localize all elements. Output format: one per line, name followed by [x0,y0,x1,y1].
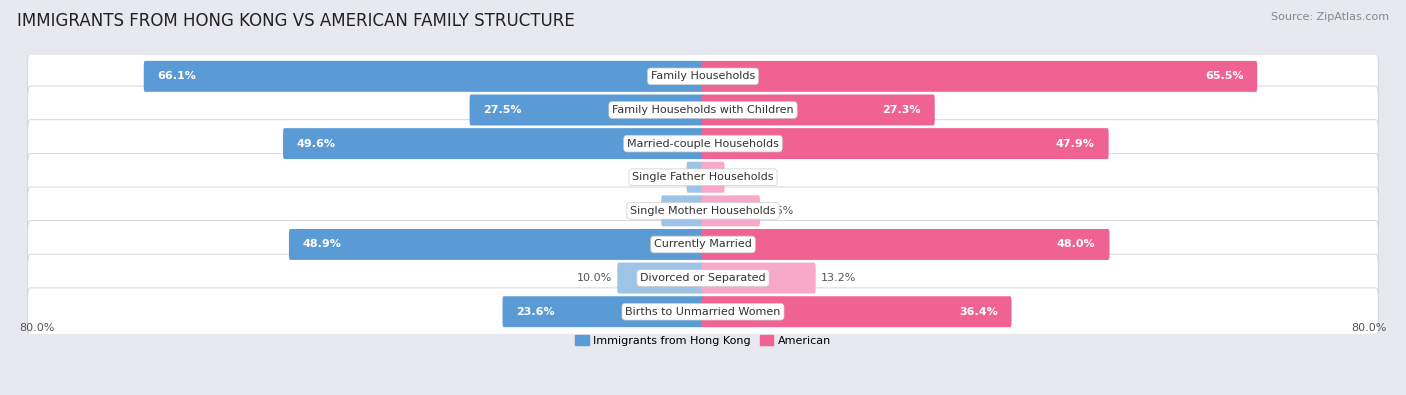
Text: 23.6%: 23.6% [516,307,555,317]
Text: 2.4%: 2.4% [730,172,758,182]
FancyBboxPatch shape [617,263,704,293]
Text: 1.8%: 1.8% [652,172,681,182]
Text: Births to Unmarried Women: Births to Unmarried Women [626,307,780,317]
Text: Single Mother Households: Single Mother Households [630,206,776,216]
FancyBboxPatch shape [283,128,704,159]
FancyBboxPatch shape [28,86,1378,134]
Text: 6.6%: 6.6% [765,206,794,216]
Text: 27.5%: 27.5% [484,105,522,115]
Text: 80.0%: 80.0% [20,323,55,333]
FancyBboxPatch shape [28,120,1378,167]
FancyBboxPatch shape [702,296,1011,327]
Text: 47.9%: 47.9% [1056,139,1095,149]
Text: 48.0%: 48.0% [1057,239,1095,250]
Legend: Immigrants from Hong Kong, American: Immigrants from Hong Kong, American [571,331,835,350]
FancyBboxPatch shape [702,61,1257,92]
FancyBboxPatch shape [28,288,1378,336]
FancyBboxPatch shape [702,162,724,193]
FancyBboxPatch shape [702,128,1108,159]
FancyBboxPatch shape [28,187,1378,235]
Text: 66.1%: 66.1% [157,71,197,81]
Text: IMMIGRANTS FROM HONG KONG VS AMERICAN FAMILY STRUCTURE: IMMIGRANTS FROM HONG KONG VS AMERICAN FA… [17,12,575,30]
FancyBboxPatch shape [502,296,704,327]
FancyBboxPatch shape [470,94,704,126]
Text: 13.2%: 13.2% [821,273,856,283]
Text: 65.5%: 65.5% [1205,71,1243,81]
Text: 10.0%: 10.0% [576,273,612,283]
Text: Married-couple Households: Married-couple Households [627,139,779,149]
FancyBboxPatch shape [28,254,1378,302]
FancyBboxPatch shape [28,53,1378,100]
Text: 49.6%: 49.6% [297,139,336,149]
FancyBboxPatch shape [686,162,704,193]
FancyBboxPatch shape [290,229,704,260]
FancyBboxPatch shape [143,61,704,92]
Text: 4.8%: 4.8% [627,206,655,216]
FancyBboxPatch shape [702,94,935,126]
Text: 27.3%: 27.3% [883,105,921,115]
FancyBboxPatch shape [28,153,1378,201]
Text: Source: ZipAtlas.com: Source: ZipAtlas.com [1271,12,1389,22]
Text: 48.9%: 48.9% [302,239,342,250]
FancyBboxPatch shape [28,220,1378,268]
Text: 36.4%: 36.4% [959,307,998,317]
FancyBboxPatch shape [661,196,704,226]
Text: Divorced or Separated: Divorced or Separated [640,273,766,283]
Text: Currently Married: Currently Married [654,239,752,250]
Text: Single Father Households: Single Father Households [633,172,773,182]
FancyBboxPatch shape [702,263,815,293]
FancyBboxPatch shape [702,229,1109,260]
FancyBboxPatch shape [702,196,761,226]
Text: 80.0%: 80.0% [1351,323,1386,333]
Text: Family Households with Children: Family Households with Children [612,105,794,115]
Text: Family Households: Family Households [651,71,755,81]
